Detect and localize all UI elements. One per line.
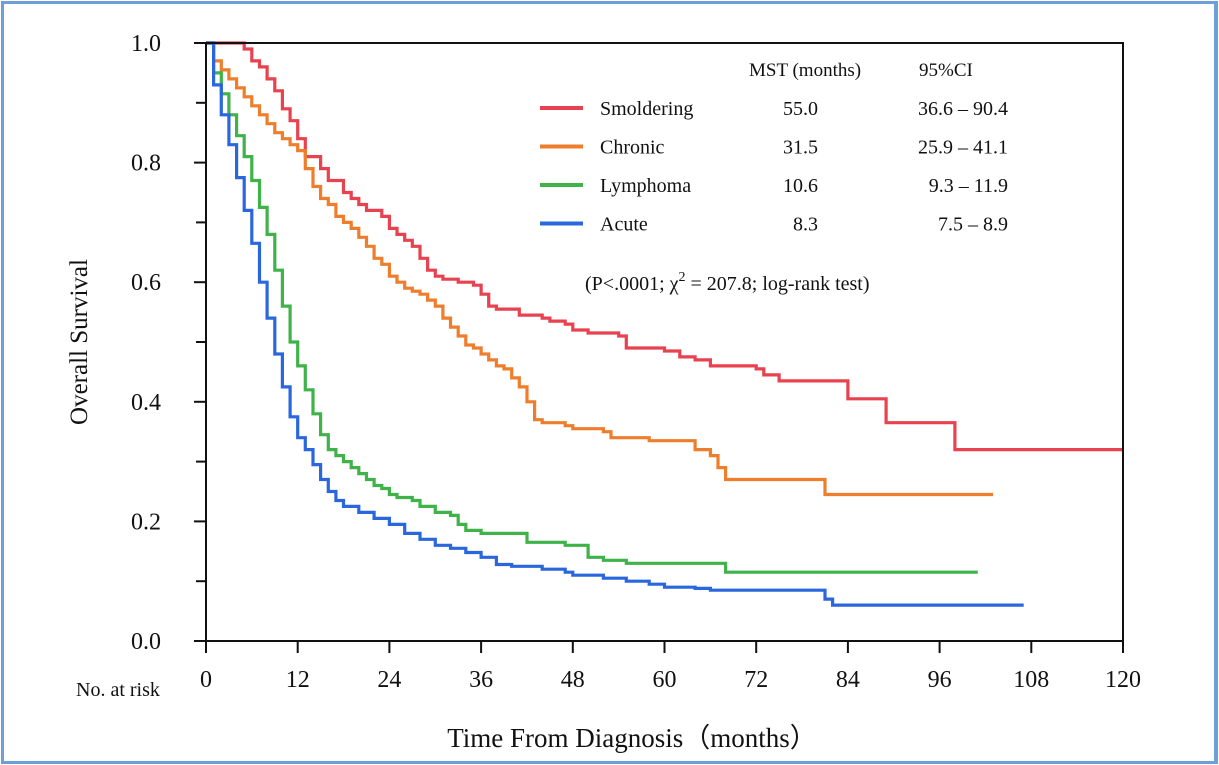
x-tick-label: 72 [744,667,768,693]
y-tick-label: 0.6 [131,270,161,296]
legend-mst: 10.6 [783,175,818,197]
legend-name: Lymphoma [600,175,691,197]
series-line-lymphoma [206,41,978,574]
series-line-smoldering [206,41,1123,452]
annotation-superscript: 2 [679,270,686,285]
y-axis-title: Overall Survival [66,259,93,425]
y-tick-label: 1.0 [131,31,161,57]
legend-name: Smoldering [600,98,693,120]
legend: MST (months) 95%CI Smoldering 55.0 36.6 – 90… [540,60,1008,236]
x-tick-label: 12 [286,667,310,693]
series-line-acute [206,41,1024,607]
y-tick-label: 0.0 [131,629,161,655]
risk-table-label: No. at risk [76,679,160,701]
legend-mst: 55.0 [783,98,818,120]
annotation-prefix: (P<.0001; χ [585,273,679,295]
legend-name: Chronic [600,137,665,159]
series-line-chronic [206,41,994,497]
x-tick-label: 96 [928,667,952,693]
legend-header-ci: 95%CI [919,60,973,81]
x-tick-label: 48 [561,667,585,693]
legend-ci: 25.9 – 41.1 [918,137,1008,159]
x-tick-label: 108 [1013,667,1049,693]
plot-area [205,42,1124,642]
series-layer [206,41,1123,607]
legend-mst: 31.5 [783,137,818,159]
x-tick-label: 0 [200,667,212,693]
legend-header-mst: MST (months) [749,60,861,81]
x-tick-label: 24 [377,667,401,693]
stat-annotation: (P<.0001; χ2 = 207.8; log-rank test) [585,270,870,295]
x-tick-label: 36 [469,667,493,693]
legend-ci: 36.6 – 90.4 [918,98,1008,120]
annotation-suffix: = 207.8; log-rank test) [686,273,870,295]
y-tick-label: 0.4 [131,390,161,416]
legend-name: Acute [600,214,648,236]
y-tick-label: 0.2 [131,509,161,535]
legend-mst: 8.3 [793,214,818,236]
legend-ci: 9.3 – 11.9 [929,175,1008,197]
x-tick-label: 120 [1105,667,1141,693]
x-tick-label: 60 [653,667,677,693]
y-tick-label: 0.8 [131,151,161,177]
x-axis-title: Time From Diagnosis（months） [447,723,817,753]
x-tick-label: 84 [836,667,860,693]
tick-layer: 0 12 24 36 48 60 72 84 96 108 120 0.0 0.2 0.4 0.6 0.8 1.… [131,31,1141,693]
legend-ci: 7.5 – 8.9 [938,214,1008,236]
